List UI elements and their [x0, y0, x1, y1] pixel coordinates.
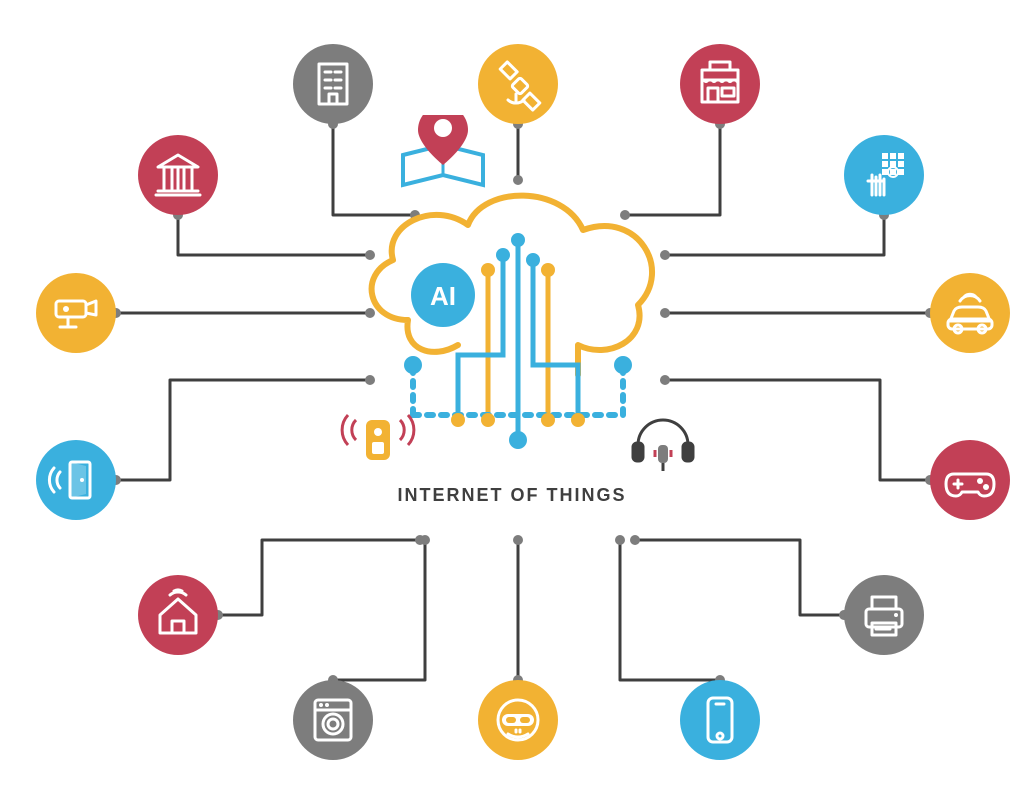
node-smart-home [138, 575, 218, 655]
ai-label: AI [430, 281, 456, 311]
node-gamepad [930, 440, 1010, 520]
gamepad-icon [940, 450, 1000, 510]
node-phone [680, 680, 760, 760]
washer-icon [303, 690, 363, 750]
bank-icon [148, 145, 208, 205]
store-icon [690, 54, 750, 114]
car-icon [940, 283, 1000, 343]
node-door [36, 440, 116, 520]
node-car [930, 273, 1010, 353]
diagram-title: INTERNET OF THINGS [362, 485, 662, 506]
iot-diagram: AI [0, 0, 1024, 786]
node-building [293, 44, 373, 124]
door-icon [46, 450, 106, 510]
printer-icon [854, 585, 914, 645]
smart-home-icon [148, 585, 208, 645]
phone-icon [690, 690, 750, 750]
satellite-icon [488, 54, 548, 114]
node-store [680, 44, 760, 124]
vr-icon [488, 690, 548, 750]
keypad-icon [854, 145, 914, 205]
node-vr [478, 680, 558, 760]
node-printer [844, 575, 924, 655]
node-keypad [844, 135, 924, 215]
node-satellite [478, 44, 558, 124]
node-bank [138, 135, 218, 215]
node-camera [36, 273, 116, 353]
node-washer [293, 680, 373, 760]
building-icon [303, 54, 363, 114]
central-cloud-graphic: AI [338, 115, 698, 515]
camera-icon [46, 283, 106, 343]
